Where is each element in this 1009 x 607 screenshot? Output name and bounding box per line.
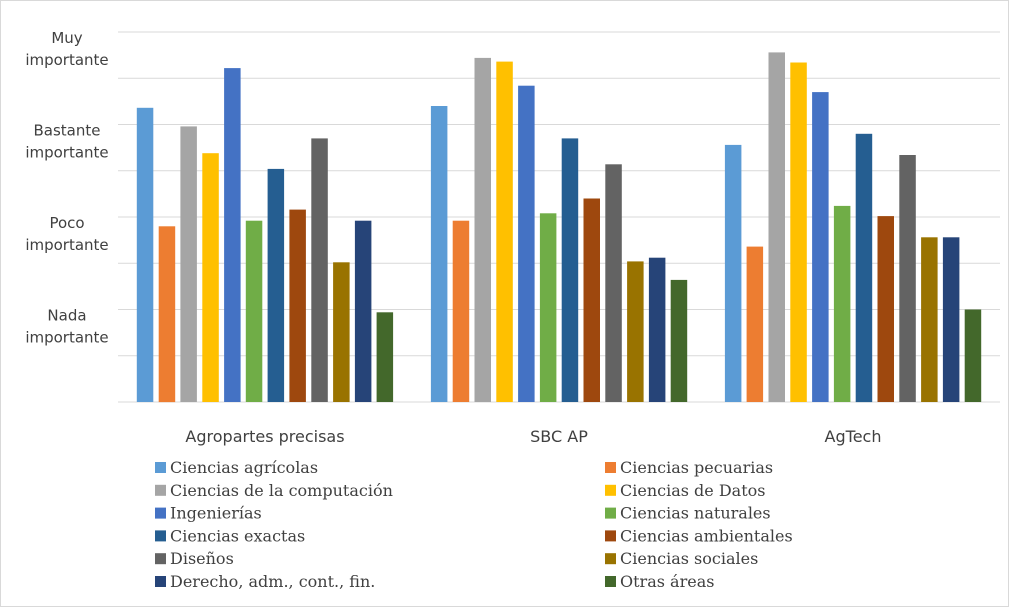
bar [921,237,938,402]
bar [833,205,851,402]
bar [136,107,154,403]
legend-item-label: Ciencias agrícolas [170,458,318,477]
category-label: AgTech [825,427,882,446]
bar [158,226,176,403]
legend-swatch [605,507,616,519]
gridlines [118,31,1000,403]
bar [812,92,829,402]
category-label: SBC AP [530,427,588,446]
legend-swatch [155,530,166,542]
bar [877,216,894,402]
legend-item-label: Ciencias de Datos [620,481,765,500]
bar [311,138,328,402]
bar [180,126,197,403]
y-axis-labels: Muy importante Bastante importante Poco impor… [25,29,108,347]
bar [648,257,666,402]
bar [518,85,535,402]
bar [430,106,448,402]
bar [768,52,785,403]
legend-swatch [155,484,166,496]
bar [855,133,873,403]
bar [289,209,306,402]
legend-item-label: Ciencias sociales [620,549,758,568]
bar [245,220,263,402]
bar [899,155,916,402]
legend-swatch [155,507,166,519]
category-label: Agropartes precisas [185,427,344,446]
legend-item-label: Ciencias ambientales [620,526,793,545]
y-axis-label: importante [25,144,108,162]
bar [964,309,982,402]
bar [583,198,600,402]
bar [267,168,285,402]
legend-swatch [605,530,616,542]
bar [605,164,622,402]
bar [452,220,470,402]
bar [942,237,960,402]
y-axis-label: importante [25,329,108,347]
legend-item-label: Ciencias de la computación [170,481,393,500]
legend-item-label: Ciencias naturales [620,504,771,523]
bar [202,153,219,402]
legend-item-label: Diseños [170,549,234,568]
bar [539,213,557,402]
bar [354,220,372,402]
legend-item-label: Otras áreas [620,572,714,591]
y-axis-label: Poco [49,214,84,232]
y-axis-label: Muy [51,29,82,47]
legend-item-label: Derecho, adm., cont., fin. [170,572,375,591]
legend-swatch [155,553,166,565]
bars [136,52,982,403]
legend-item-label: Ciencias pecuarias [620,458,773,477]
bar [561,138,579,402]
legend-swatch [605,553,616,565]
bar [790,62,807,402]
y-axis-label: Nada [47,307,86,325]
legend-swatch [605,576,616,587]
legend-swatch [605,484,616,496]
legend-item-label: Ingenierías [170,504,262,523]
x-axis-labels: Agropartes precisas SBC AP AgTech [185,427,881,446]
y-axis-label: importante [25,236,108,254]
bar [627,261,644,402]
bar [376,312,394,402]
bar [670,279,688,402]
bar [224,68,241,402]
legend-swatch [155,462,166,473]
y-axis-label: importante [25,51,108,69]
bar [333,262,350,402]
bar [496,61,513,402]
bar [746,246,764,402]
legend-swatch [605,462,616,473]
bar [724,144,742,402]
legend-item-label: Ciencias exactas [170,526,305,545]
legend: Ciencias agrícolas Ciencias pecuarias Cien… [155,458,793,591]
legend-swatch [155,576,166,587]
y-axis-label: Bastante [34,122,101,140]
bar [474,57,491,403]
